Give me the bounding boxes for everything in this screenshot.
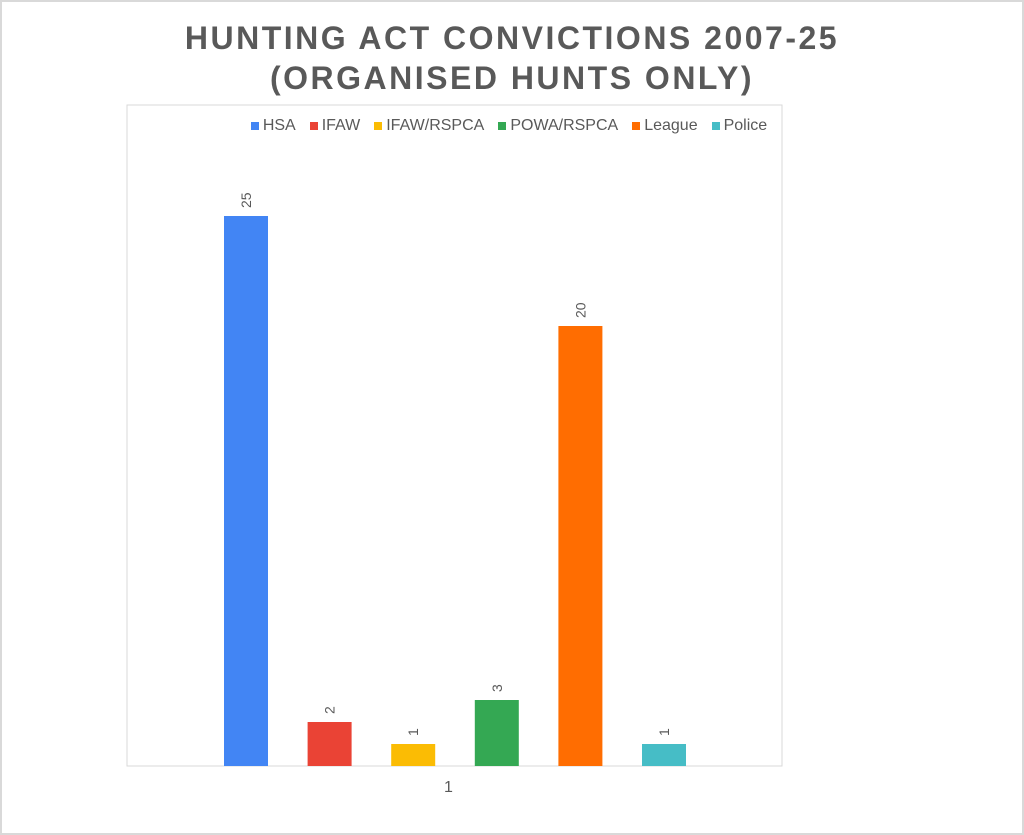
legend-item: POWA/RSPCA bbox=[498, 117, 618, 135]
x-tick-label: 1 bbox=[444, 779, 453, 796]
bar-league bbox=[558, 326, 603, 766]
legend-label: League bbox=[644, 117, 698, 134]
data-label: 1 bbox=[405, 728, 421, 736]
data-label: 2 bbox=[322, 706, 338, 714]
data-label: 1 bbox=[656, 728, 672, 736]
legend-swatch bbox=[250, 122, 259, 130]
legend-swatch bbox=[632, 122, 641, 130]
bar-powa-rspca bbox=[474, 700, 519, 766]
bar-ifaw bbox=[307, 722, 352, 766]
legend-item: League bbox=[632, 117, 698, 135]
bar-police bbox=[642, 744, 686, 766]
legend-label: POWA/RSPCA bbox=[510, 117, 619, 134]
legend-item: IFAW bbox=[309, 117, 361, 135]
legend-swatch bbox=[374, 122, 383, 130]
legend-item: HSA bbox=[250, 117, 296, 135]
plot-border bbox=[126, 104, 783, 767]
bar-ifaw-rspca bbox=[391, 744, 436, 766]
chart-title: HUNTING ACT CONVICTIONS 2007-25 (ORGANIS… bbox=[0, 18, 1024, 98]
legend-label: IFAW bbox=[321, 117, 361, 134]
legend-swatch bbox=[309, 122, 318, 130]
title-line: HUNTING ACT CONVICTIONS 2007-25 bbox=[184, 20, 840, 56]
legend-swatch bbox=[498, 122, 507, 130]
legend-item: IFAW/RSPCA bbox=[374, 117, 484, 135]
legend-swatch bbox=[711, 122, 720, 130]
legend: HSA IFAW IFAW/RSPCA POWA/RSPCA League Police bbox=[0, 117, 1024, 135]
bar-hsa bbox=[224, 216, 268, 766]
legend-label: HSA bbox=[262, 117, 296, 134]
legend-label: IFAW/RSPCA bbox=[386, 117, 485, 134]
data-label: 3 bbox=[489, 684, 505, 692]
legend-item: Police bbox=[711, 117, 768, 135]
data-label: 20 bbox=[572, 302, 588, 318]
legend-label: Police bbox=[723, 117, 768, 134]
data-label: 25 bbox=[238, 192, 254, 208]
subtitle-line: (ORGANISED HUNTS ONLY) bbox=[269, 60, 755, 96]
